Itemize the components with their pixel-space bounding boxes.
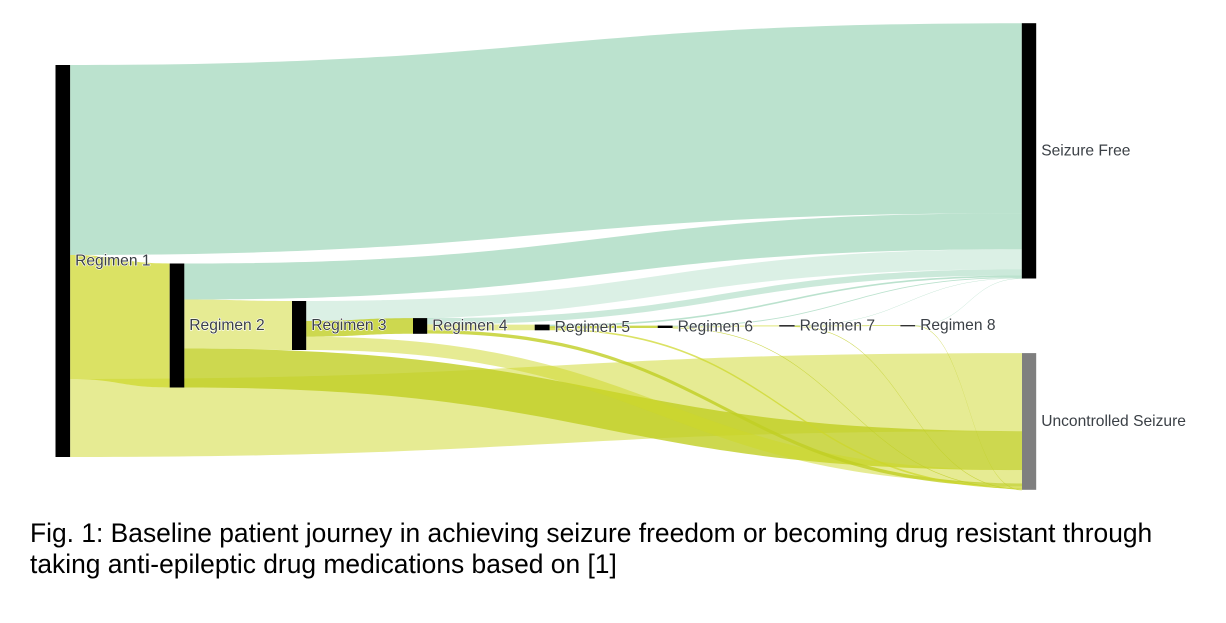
svg-text:Regimen 4: Regimen 4 [432, 318, 508, 335]
svg-text:Regimen 2: Regimen 2 [189, 317, 264, 334]
svg-text:Regimen 6: Regimen 6 [678, 318, 753, 335]
svg-text:Fig. 1: Baseline patient journ: Fig. 1: Baseline patient journey in achi… [30, 518, 1152, 548]
svg-text:Uncontrolled Seizure: Uncontrolled Seizure [1041, 413, 1186, 430]
svg-text:Regimen 8: Regimen 8 [920, 317, 995, 334]
svg-text:Regimen 3: Regimen 3 [311, 317, 386, 334]
svg-text:Seizure Free: Seizure Free [1041, 142, 1130, 159]
svg-text:Regimen 1: Regimen 1 [75, 253, 150, 270]
svg-text:Regimen 5: Regimen 5 [555, 319, 631, 336]
svg-text:Regimen 7: Regimen 7 [800, 317, 875, 334]
svg-text:taking anti-epileptic drug med: taking anti-epileptic drug medications b… [30, 549, 617, 579]
